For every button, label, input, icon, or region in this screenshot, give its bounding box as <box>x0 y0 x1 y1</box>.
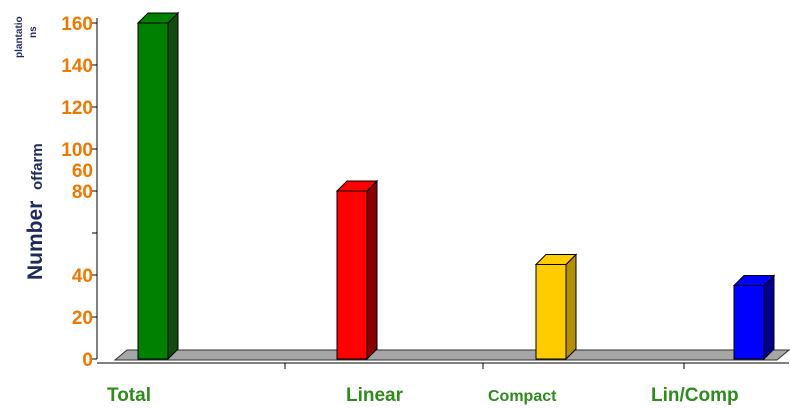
bar-top <box>335 180 379 192</box>
category-label: Linear <box>346 385 404 406</box>
y-axis-title-part3: plantatio <box>14 16 25 58</box>
bar-front <box>336 190 368 360</box>
y-axis-title-main: Number <box>24 201 47 280</box>
bar <box>136 11 180 361</box>
y-axis-title-part4: ns <box>28 26 39 38</box>
y-tick-label: 120 <box>61 98 93 119</box>
bar-side <box>565 253 577 361</box>
bars <box>136 11 776 361</box>
bar-side <box>167 11 179 361</box>
y-tick-label: 20 <box>72 308 93 329</box>
bar-side <box>763 274 775 361</box>
y-tick-label: 0 <box>82 350 93 371</box>
y-tick-label: 160 <box>61 14 93 35</box>
category-label: Compact <box>488 388 557 405</box>
category-label: Lin/Comp <box>651 385 739 406</box>
bar <box>335 179 379 361</box>
bar-top <box>732 275 776 286</box>
y-tick-label: 100 <box>61 140 93 161</box>
bar-front <box>137 22 169 360</box>
floor-plane <box>113 349 790 361</box>
y-tick-label: 40 <box>72 266 93 287</box>
y-axis-title-part2: offarm <box>29 143 46 190</box>
y-tick-label: 80 <box>72 182 93 203</box>
bar-top <box>136 12 180 24</box>
bar <box>732 274 776 361</box>
bar-front <box>733 285 765 360</box>
y-tick-label: 140 <box>61 56 93 77</box>
y-tick-label: 60 <box>72 161 93 182</box>
bar <box>534 253 578 361</box>
category-label: Total <box>107 385 151 406</box>
chart-floor <box>113 349 790 361</box>
bar-front <box>535 264 567 360</box>
bar-side <box>366 179 378 361</box>
category-labels: Total Linear Compact Lin/Comp <box>107 385 739 406</box>
bar-top <box>534 254 578 265</box>
y-axis <box>92 18 789 369</box>
